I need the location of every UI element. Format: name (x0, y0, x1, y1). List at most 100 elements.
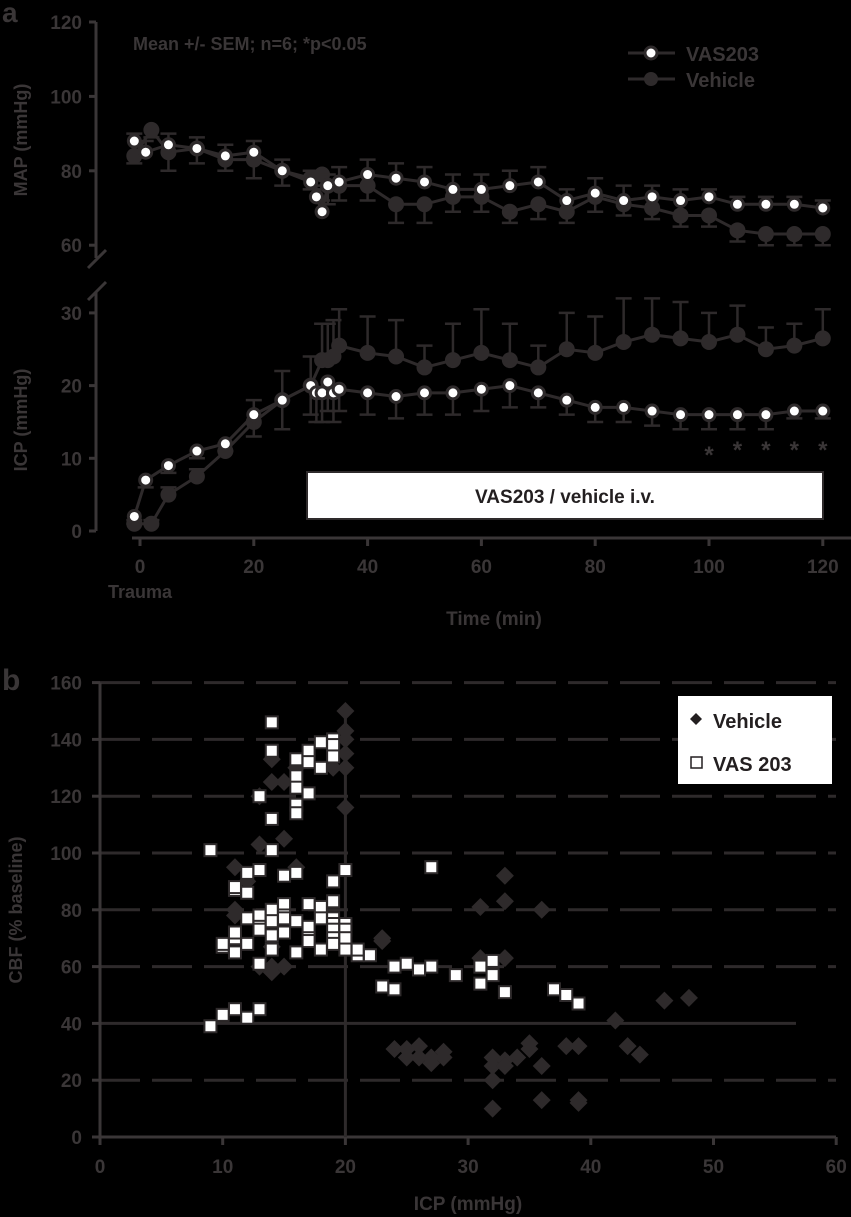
vehicle-point (225, 858, 244, 877)
data-point (359, 344, 376, 361)
data-point (445, 181, 461, 197)
vas203-point (338, 863, 353, 878)
vehicle-point (679, 988, 698, 1007)
significance-star: * (733, 437, 743, 464)
data-point (501, 352, 518, 369)
data-point (308, 189, 324, 205)
significance-star: * (818, 437, 828, 464)
data-point (359, 177, 376, 194)
data-point (786, 337, 803, 354)
x-tick-label: 80 (585, 557, 606, 578)
data-point (786, 403, 802, 419)
infusion-period-label: VAS203 / vehicle i.v. (475, 487, 655, 508)
vas203-point (277, 911, 292, 926)
data-point (644, 403, 660, 419)
data-point (757, 226, 774, 243)
significance-star: * (704, 442, 714, 469)
data-point (672, 207, 689, 224)
legend-label-vas203: VAS203 (686, 44, 759, 66)
vas203-point (252, 1002, 267, 1017)
data-point (644, 200, 661, 216)
data-point (417, 385, 432, 401)
vehicle-point (532, 900, 551, 919)
y-tick-label: 140 (50, 730, 82, 751)
vehicle-point (410, 1037, 429, 1056)
data-point (473, 344, 490, 361)
vehicle-point (373, 929, 392, 948)
data-point (701, 207, 717, 224)
open-square-icon (690, 756, 703, 769)
data-point (189, 140, 205, 156)
vas203-point (215, 936, 230, 951)
data-point (501, 203, 518, 220)
vehicle-point (630, 1045, 649, 1064)
vas203-point (289, 769, 304, 784)
vas203-point (301, 755, 316, 770)
vas203-point (326, 894, 341, 909)
vas203-point (289, 914, 304, 929)
data-point (314, 204, 330, 220)
x-tick-label: 10 (212, 1157, 233, 1178)
x-tick-label: 0 (95, 1157, 106, 1178)
filled-diamond-icon (690, 713, 702, 725)
vas203-point (289, 865, 304, 880)
y-tick-label: 30 (61, 304, 82, 325)
data-point (587, 344, 604, 361)
data-point (331, 337, 348, 354)
data-point (217, 436, 233, 452)
vas203-point (252, 863, 267, 878)
data-point (815, 200, 831, 216)
data-point (138, 144, 154, 160)
data-point (160, 137, 176, 153)
data-point (701, 333, 717, 350)
vas203-point (227, 1002, 242, 1017)
data-point (126, 508, 142, 524)
vas203-point (264, 843, 279, 858)
vas203-point (313, 911, 328, 926)
vas203-point (264, 902, 279, 917)
y-tick-label: 40 (61, 1014, 82, 1035)
y-tick-label: 0 (71, 1128, 82, 1149)
vehicle-point (336, 744, 355, 763)
data-point (416, 196, 433, 213)
data-point (473, 381, 489, 397)
vehicle-point (569, 1037, 588, 1056)
x-tick-label: 60 (471, 557, 492, 578)
vas203-point (301, 934, 316, 949)
data-point (143, 121, 160, 138)
map-y-axis: 60 80 100 120 (50, 13, 98, 258)
open-circle-icon (643, 45, 659, 61)
panel-b-letter: b (2, 664, 20, 697)
vas203-point (264, 928, 279, 943)
vas203-point (240, 885, 255, 900)
vas203-point (313, 942, 328, 957)
x-tick-label: 20 (335, 1157, 356, 1178)
vas203-point (227, 925, 242, 940)
data-point (672, 330, 689, 347)
data-point (616, 399, 632, 415)
data-point (729, 407, 745, 423)
vas203-point (215, 1007, 230, 1022)
y-tick-label: 120 (50, 787, 82, 808)
filled-circle-icon (644, 72, 658, 86)
trauma-label: Trauma (108, 582, 173, 602)
vas203-point (240, 911, 255, 926)
x-tick-label: 0 (135, 557, 146, 578)
vehicle-point (508, 1048, 527, 1067)
vas203-point (313, 760, 328, 775)
data-point (786, 196, 802, 212)
vas203-point (203, 843, 218, 858)
data-point (502, 378, 518, 394)
data-point (559, 392, 575, 408)
data-point (444, 352, 461, 369)
data-point (188, 468, 205, 485)
y-tick-label: 100 (50, 844, 82, 865)
data-point (445, 385, 461, 401)
vehicle-point (569, 1093, 588, 1112)
time-x-axis: 0 20 40 60 80 100 120 (132, 536, 851, 578)
data-point (729, 222, 746, 239)
data-point (616, 193, 632, 209)
vas203-point (240, 936, 255, 951)
vehicle-point (483, 1099, 502, 1118)
vehicle-point (262, 773, 281, 791)
